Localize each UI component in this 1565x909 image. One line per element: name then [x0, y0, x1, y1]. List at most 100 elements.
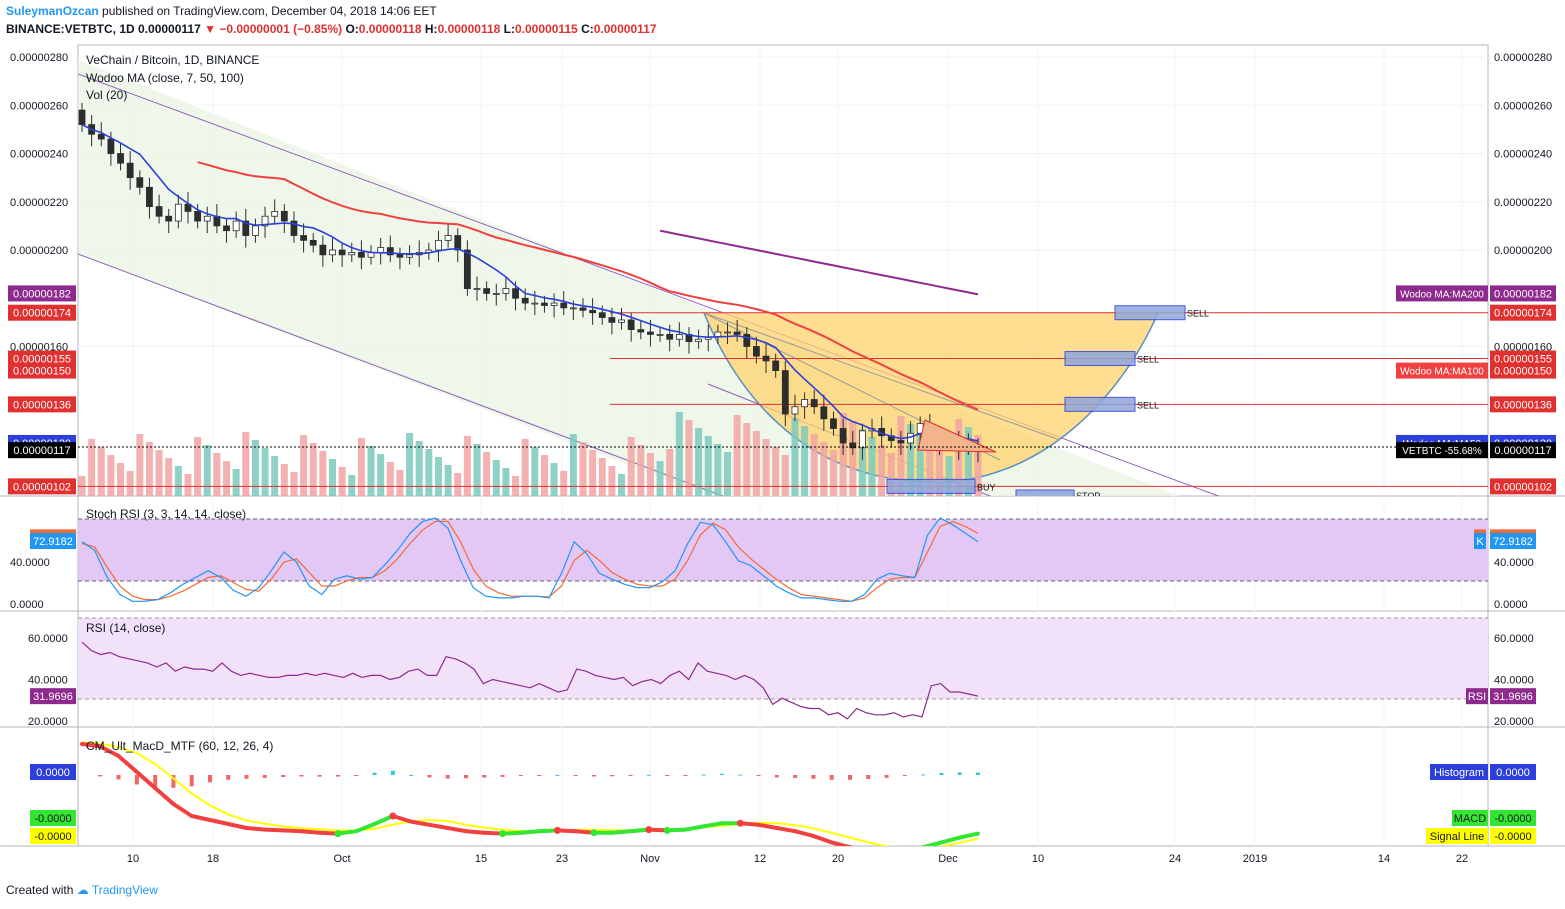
target-box	[1114, 305, 1186, 321]
author-name[interactable]: SuleymanOzcan	[6, 4, 99, 18]
macd-hist-bar	[829, 775, 834, 780]
macd-cross-dots	[334, 812, 744, 838]
volume-bar	[444, 465, 452, 496]
ma50-line	[81, 123, 979, 442]
price-badge-right-bg	[1490, 350, 1556, 367]
candle-body	[839, 428, 847, 444]
candle-body	[473, 288, 481, 290]
x-tick-label: 18	[207, 853, 219, 865]
publish-info: SuleymanOzcan published on TradingView.c…	[6, 4, 437, 18]
macd-hist-bar	[336, 775, 340, 777]
volume-bar	[618, 474, 626, 496]
macd-segment	[610, 829, 633, 835]
price-badge-right-bg	[1490, 478, 1556, 495]
tradingview-link[interactable]: TradingView	[91, 883, 158, 897]
candle-body	[136, 177, 144, 188]
macd-hist-bar	[665, 775, 670, 776]
macd-hist-bar	[317, 775, 322, 777]
macd-segment	[153, 786, 176, 806]
volume-bar	[145, 442, 153, 496]
macd-cross-dot	[334, 830, 342, 838]
volume-bar	[107, 455, 115, 496]
volume-bar	[425, 449, 433, 496]
stoch-k-badge-left: 72.9182	[33, 536, 73, 548]
macd-hist-bar	[281, 775, 286, 777]
macd-hist-bar	[262, 775, 267, 778]
candle-body	[435, 239, 442, 251]
volume-bar	[319, 451, 327, 496]
candle-body	[830, 418, 837, 429]
macd-hist-bar	[683, 775, 688, 776]
candle-body	[743, 334, 751, 347]
volume-bar	[569, 434, 577, 496]
volume-bar	[280, 464, 288, 496]
candle-body	[724, 331, 731, 334]
candle-body	[512, 288, 519, 299]
macd-hist-bar	[226, 775, 231, 780]
volume-bar	[357, 438, 365, 496]
volume-bar	[434, 457, 442, 496]
volume-bar	[454, 473, 462, 496]
macd-hist-bar	[500, 775, 505, 777]
volume-bar	[540, 455, 548, 496]
volume-bar	[97, 447, 105, 496]
publish-text: published on TradingView.com, December 0…	[102, 4, 437, 18]
volume-bar	[328, 459, 336, 496]
rsi-tick-right: 20.0000	[1494, 716, 1534, 728]
macd-segment	[427, 822, 450, 830]
volume-bar	[165, 458, 173, 496]
macd-hist-bar	[701, 774, 706, 776]
histogram-badge-left-bg	[30, 764, 76, 780]
symbol-ohlc-line: BINANCE:VETBTC, 1D 0.00000117 ▼ −0.00000…	[6, 22, 657, 36]
volume-bar	[300, 435, 308, 496]
stoch-k-badge-left-bg	[30, 533, 76, 550]
rsi-badge-right: 31.9696	[1493, 691, 1533, 703]
macd-badge-left: -0.0000	[34, 813, 71, 825]
volume-bar	[521, 439, 529, 496]
ma-label: Wodoo MA:MA100	[1400, 367, 1484, 378]
volume-bar	[733, 415, 741, 496]
candle-body	[97, 133, 105, 140]
macd-hist-bar	[208, 775, 212, 783]
x-tick-label: 15	[475, 853, 487, 865]
candle-body	[386, 247, 394, 256]
candle-body	[377, 247, 385, 253]
price-badge-left-bg	[8, 442, 76, 459]
macd-badge-right: -0.0000	[1494, 813, 1531, 825]
volume-bar	[791, 418, 799, 496]
price-badge-left: 0.00000174	[13, 308, 71, 320]
volume-bar	[916, 432, 924, 496]
rsi-badge-left-bg	[30, 688, 76, 705]
low-value: 0.00000115	[514, 22, 578, 36]
macd-segment	[756, 822, 779, 830]
high-label: H:	[424, 22, 438, 36]
macd-hist-bar	[134, 775, 139, 785]
candle-body	[801, 399, 808, 408]
macd-segment	[683, 824, 706, 832]
x-tick-label: Dec	[938, 853, 958, 865]
macd-segment	[464, 829, 487, 835]
price-badge-right-bg	[1490, 442, 1556, 459]
macd-hist-bar	[957, 772, 962, 775]
volume-bar	[223, 461, 231, 496]
volume-bar	[560, 471, 568, 496]
price-badge-right-bg	[1490, 285, 1556, 302]
stoch-tick-right: 40.0000	[1494, 557, 1534, 569]
volume-bar	[762, 439, 770, 496]
macd-segment	[80, 742, 103, 749]
y-tick-label-right: 0.00000200	[1494, 245, 1552, 257]
volume-bar	[88, 439, 96, 496]
stoch-title: Stoch RSI (3, 3, 14, 14, close)	[86, 507, 246, 521]
macd-hist-bar	[756, 775, 761, 776]
macd-segment	[226, 822, 249, 830]
macd-hist-bar	[884, 775, 889, 778]
high-value: 0.00000118	[437, 22, 501, 36]
candle-body	[338, 249, 346, 256]
macd-hist-bar	[445, 775, 450, 779]
volume-bar	[348, 475, 356, 496]
macd-hist-bar	[482, 775, 487, 778]
volume-bar	[463, 436, 471, 496]
volume-bar	[887, 453, 895, 496]
price-badge-right-bg	[1490, 304, 1556, 321]
